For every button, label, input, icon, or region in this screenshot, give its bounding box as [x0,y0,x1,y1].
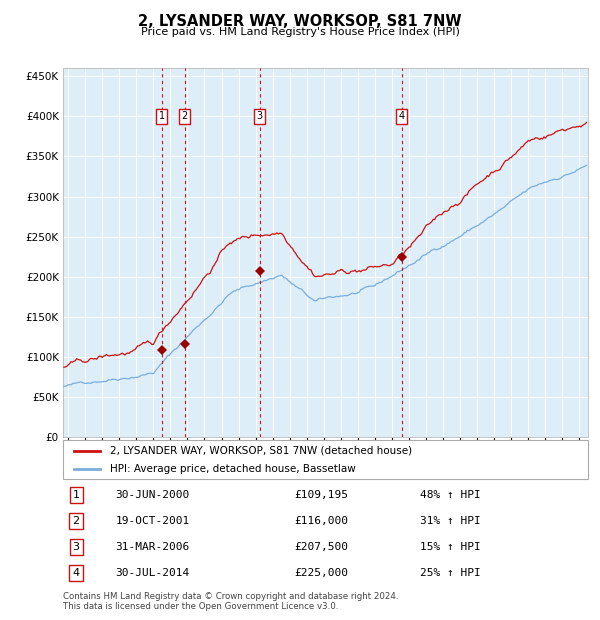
Text: 2, LYSANDER WAY, WORKSOP, S81 7NW: 2, LYSANDER WAY, WORKSOP, S81 7NW [138,14,462,29]
Text: 3: 3 [257,112,263,122]
FancyBboxPatch shape [63,440,588,479]
Text: 4: 4 [73,568,80,578]
Text: 3: 3 [73,542,80,552]
Text: 2, LYSANDER WAY, WORKSOP, S81 7NW (detached house): 2, LYSANDER WAY, WORKSOP, S81 7NW (detac… [110,446,412,456]
Text: 31-MAR-2006: 31-MAR-2006 [115,542,190,552]
Text: £116,000: £116,000 [294,516,348,526]
Text: £225,000: £225,000 [294,568,348,578]
Text: 30-JUL-2014: 30-JUL-2014 [115,568,190,578]
Text: Contains HM Land Registry data © Crown copyright and database right 2024.: Contains HM Land Registry data © Crown c… [63,592,398,601]
Text: HPI: Average price, detached house, Bassetlaw: HPI: Average price, detached house, Bass… [110,464,356,474]
Text: 1: 1 [159,112,165,122]
Text: £207,500: £207,500 [294,542,348,552]
Text: 2: 2 [181,112,188,122]
Text: 31% ↑ HPI: 31% ↑ HPI [420,516,481,526]
Text: This data is licensed under the Open Government Licence v3.0.: This data is licensed under the Open Gov… [63,602,338,611]
Text: 30-JUN-2000: 30-JUN-2000 [115,490,190,500]
Text: 1: 1 [73,490,80,500]
Text: 2: 2 [73,516,80,526]
Text: 19-OCT-2001: 19-OCT-2001 [115,516,190,526]
Text: Price paid vs. HM Land Registry's House Price Index (HPI): Price paid vs. HM Land Registry's House … [140,27,460,37]
Text: 25% ↑ HPI: 25% ↑ HPI [420,568,481,578]
Text: 48% ↑ HPI: 48% ↑ HPI [420,490,481,500]
Text: 4: 4 [399,112,405,122]
Text: £109,195: £109,195 [294,490,348,500]
Text: 15% ↑ HPI: 15% ↑ HPI [420,542,481,552]
